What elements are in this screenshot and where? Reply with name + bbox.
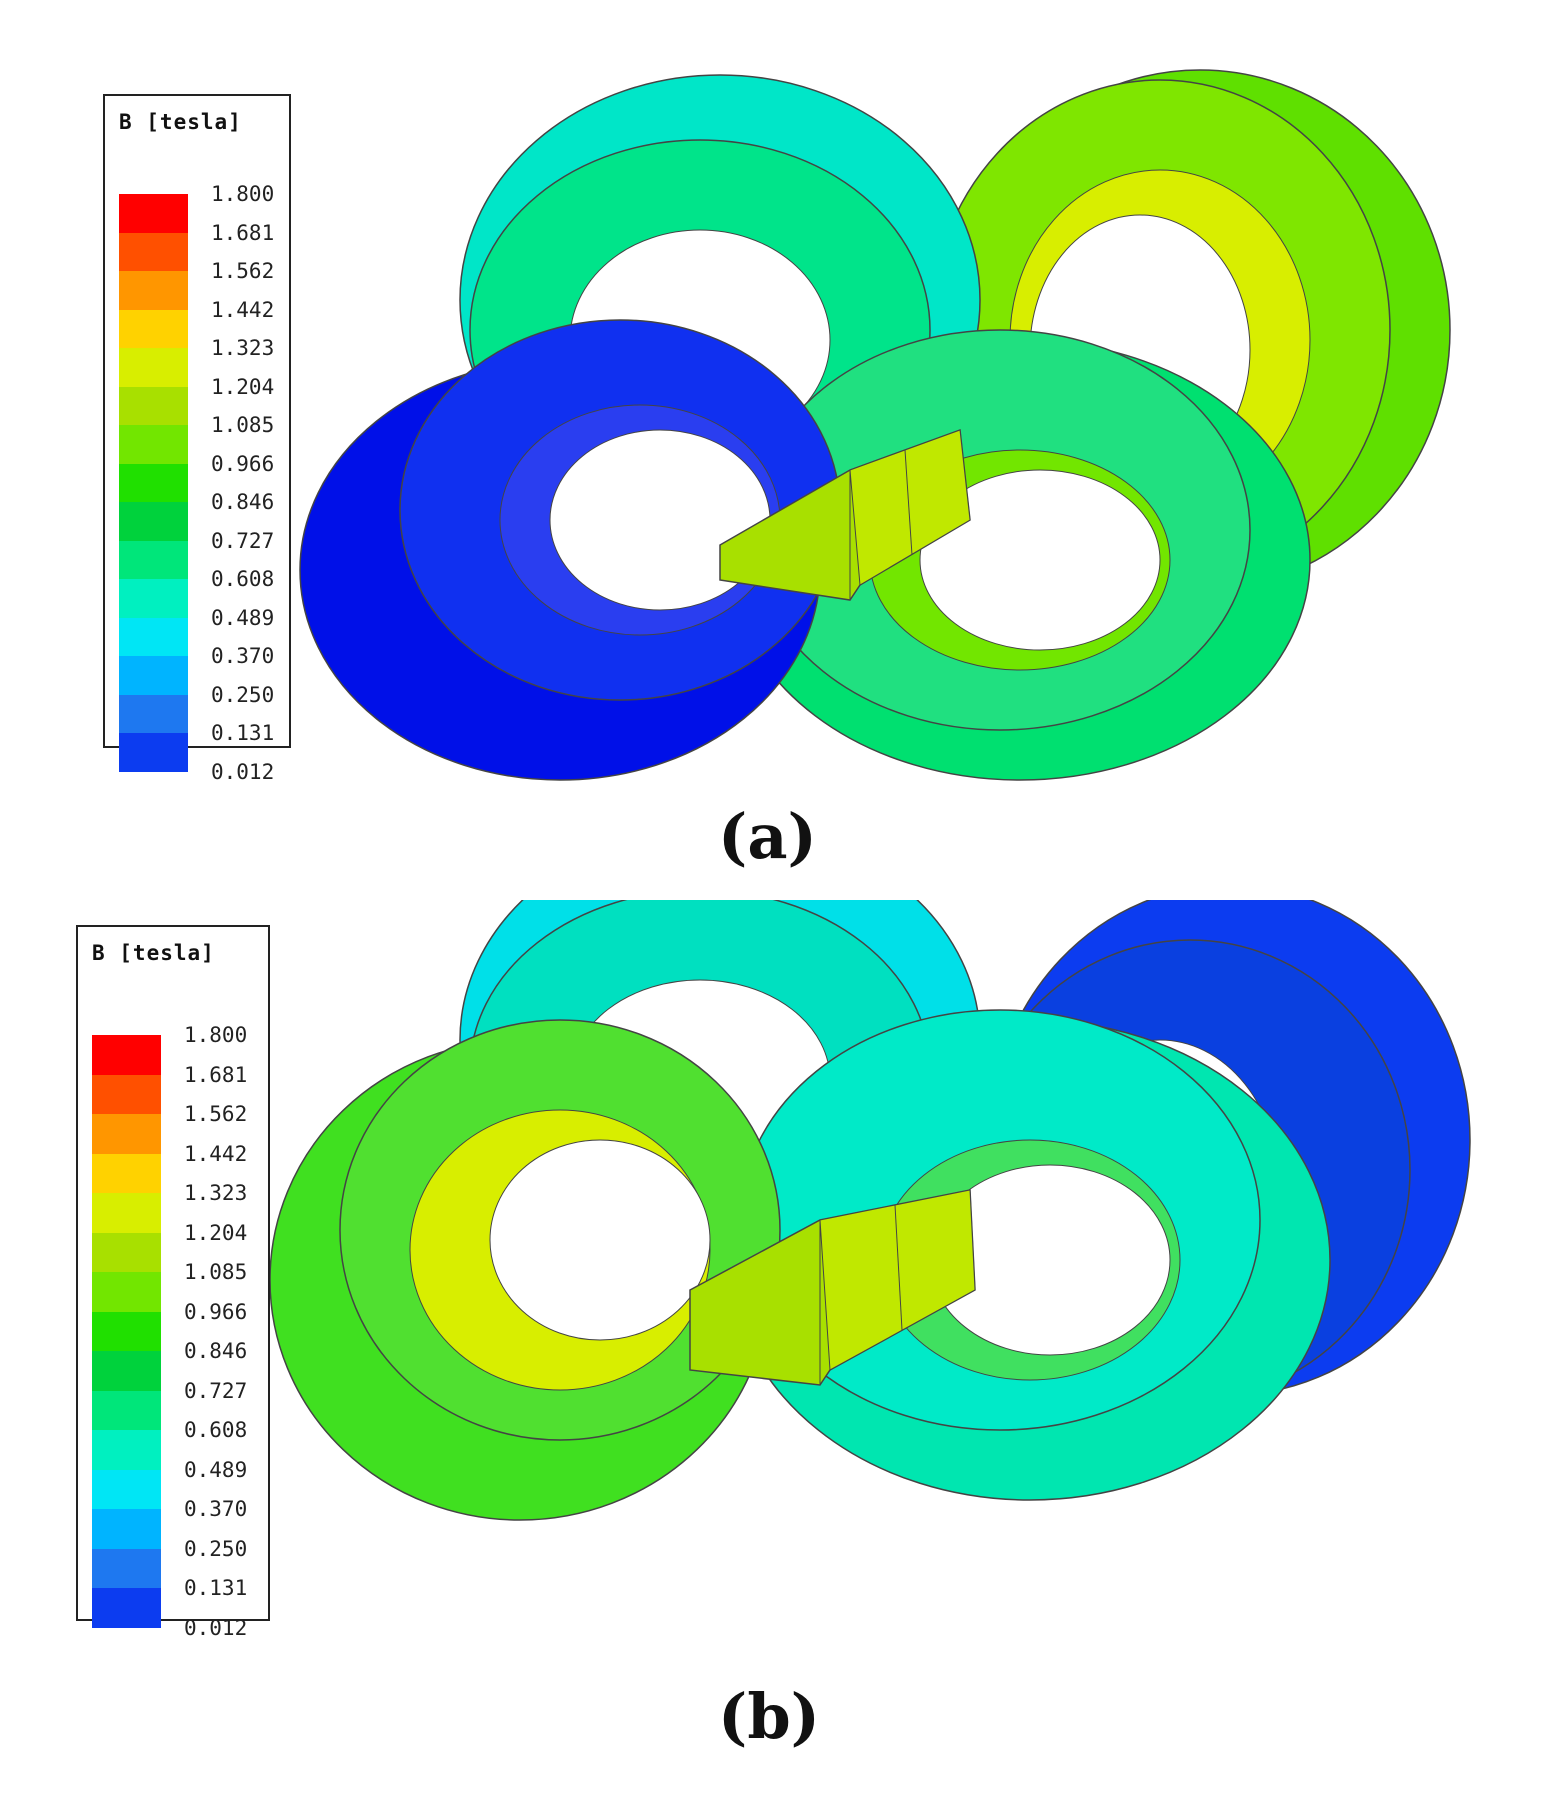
legend-tick-label: 1.204 [211,374,275,399]
legend-color-swatch [92,1232,161,1272]
legend-tick-label: 0.370 [184,1497,248,1521]
legend-color-swatch [92,1311,161,1351]
legend-title: B [tesla] [92,941,215,965]
legend-color-swatch [119,194,188,233]
legend-tick-label: 1.323 [184,1181,248,1205]
legend-color-swatch [119,348,188,387]
legend-tick-label: 0.727 [211,528,275,553]
legend-color-swatch [119,502,188,541]
legend-tick-label: 0.012 [211,759,275,784]
legend-tick-label: 0.846 [184,1339,248,1363]
legend-color-swatch [119,386,188,425]
legend-tick-label: 0.489 [184,1457,248,1482]
legend-color-swatch [92,1469,161,1509]
legend-tick-label: 1.681 [211,220,275,245]
legend-color-swatch [92,1588,161,1628]
legend-tick-label: 0.608 [184,1418,248,1442]
legend-tick-label: 1.442 [184,1141,248,1166]
legend-tick-label: 0.608 [211,567,275,591]
legend-tick-label: 1.800 [211,182,275,206]
panel-b: B [tesla] 1.800 1.681 1.562 1.442 1.323 1.204… [0,900,1562,1812]
legend-color-swatch [119,579,188,618]
caption-a: (a) [718,800,817,873]
legend-color-swatch [92,1509,161,1549]
legend-tick-label: 0.727 [184,1378,248,1403]
legend-tick-label: 1.085 [211,413,275,437]
legend-color-swatch [119,617,188,656]
legend-tick-label: 1.323 [211,336,275,360]
legend-color-swatch [92,1390,161,1430]
legend-color-swatch [92,1193,161,1233]
toroid-model-b [269,900,1471,1521]
legend-color-swatch [119,425,188,464]
core-block-a [719,428,971,601]
legend-tick-label: 0.131 [211,721,275,745]
legend-tick-label: 1.085 [184,1260,248,1284]
legend-tick-label: 0.966 [184,1299,248,1324]
toroid-front-left [299,319,841,781]
legend-tick-label: 0.370 [211,644,275,668]
legend-tick-label: 0.846 [211,490,275,514]
colorbar-legend-b: B [tesla] 1.800 1.681 1.562 1.442 1.323 1.204… [76,925,270,1638]
toroid-front-right [729,1009,1331,1501]
legend-tick-label: 0.012 [184,1615,248,1640]
legend-color-swatch [92,1351,161,1391]
legend-color-swatch [92,1114,161,1154]
legend-tick-label: 1.681 [184,1062,248,1087]
legend-tick-label: 0.489 [211,605,275,630]
colorbar-legend-a: B [tesla] 1.800 1.681 1.562 1.442 1.323 1.204… [103,94,291,782]
legend-tick-label: 0.131 [184,1576,248,1600]
legend-tick-label: 1.204 [184,1220,248,1245]
legend-color-swatch [92,1074,161,1114]
legend-color-swatch [92,1153,161,1193]
legend-tick-label: 1.442 [211,297,275,322]
legend-color-swatch [119,656,188,695]
panel-a: B [tesla] 1.800 1.681 1.562 1.442 1.323 1.204… [0,0,1562,900]
legend-tick-label: 1.562 [184,1102,248,1126]
core-block-b [689,1189,976,1386]
legend-tick-label: 0.250 [211,682,275,707]
toroid-model-a [299,69,1451,781]
legend-color-swatch [119,309,188,348]
legend-color-swatch [92,1548,161,1588]
caption-b: (b) [718,1680,821,1753]
legend-color-swatch [119,733,188,772]
legend-color-swatch [119,232,188,271]
legend-color-swatch [119,540,188,579]
legend-tick-label: 0.250 [184,1536,248,1561]
legend-tick-label: 1.562 [211,259,275,283]
legend-color-swatch [92,1272,161,1312]
legend-tick-label: 0.966 [211,451,275,476]
legend-tick-label: 1.800 [184,1023,248,1047]
legend-color-swatch [92,1430,161,1470]
legend-color-swatch [119,463,188,502]
legend-title: B [tesla] [119,110,242,134]
legend-color-swatch [119,694,188,733]
toroid-front-left [269,1019,781,1521]
legend-color-swatch [92,1035,161,1075]
legend-color-swatch [119,271,188,310]
